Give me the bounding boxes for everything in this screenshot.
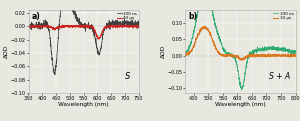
100 ns — [195, 16, 199, 17]
10 μs — [294, 54, 297, 56]
Line: 100 ns: 100 ns — [28, 0, 139, 74]
Line: 100 ns: 100 ns — [185, 0, 296, 90]
100 ns — [212, 17, 216, 19]
40 μs — [97, 37, 101, 39]
Line: 40 μs: 40 μs — [28, 25, 139, 39]
10 μs — [267, 55, 271, 57]
X-axis label: Wavelength (nm): Wavelength (nm) — [58, 102, 109, 107]
40 μs — [111, 25, 114, 27]
10 μs — [183, 53, 187, 55]
Text: b): b) — [188, 12, 197, 21]
100 ns — [111, 23, 114, 25]
100 ns — [53, 74, 57, 75]
100 ns — [294, 51, 297, 52]
100 ns — [183, 52, 187, 53]
10 μs — [279, 55, 282, 56]
Y-axis label: ΔOD: ΔOD — [4, 45, 9, 58]
10 μs — [248, 56, 251, 57]
40 μs — [137, 26, 141, 28]
Text: S + A: S + A — [269, 72, 291, 81]
100 ns — [240, 89, 243, 91]
100 ns — [94, 42, 98, 43]
Y-axis label: ΔOD: ΔOD — [161, 45, 166, 58]
Line: 10 μs: 10 μs — [185, 26, 296, 60]
100 ns — [137, 23, 141, 25]
Text: S: S — [125, 72, 130, 81]
40 μs — [122, 26, 126, 27]
40 μs — [34, 26, 37, 27]
100 ns — [279, 50, 283, 51]
10 μs — [254, 55, 257, 56]
10 μs — [239, 60, 243, 61]
40 μs — [27, 26, 30, 27]
10 μs — [190, 48, 194, 50]
40 μs — [94, 32, 98, 34]
100 ns — [91, 28, 94, 30]
X-axis label: Wavelength (nm): Wavelength (nm) — [215, 102, 266, 107]
10 μs — [250, 53, 254, 55]
100 ns — [27, 23, 30, 25]
Legend: 100 ns, 10 μs: 100 ns, 10 μs — [273, 11, 294, 21]
Text: a): a) — [32, 12, 40, 21]
100 ns — [122, 23, 126, 25]
40 μs — [91, 26, 94, 28]
100 ns — [262, 50, 266, 52]
Legend: 100 ns, 40 μs: 100 ns, 40 μs — [116, 11, 138, 21]
100 ns — [267, 47, 270, 49]
10 μs — [204, 26, 207, 27]
40 μs — [96, 38, 100, 40]
100 ns — [34, 26, 37, 27]
100 ns — [231, 57, 234, 58]
100 ns — [97, 54, 101, 56]
40 μs — [85, 24, 89, 26]
